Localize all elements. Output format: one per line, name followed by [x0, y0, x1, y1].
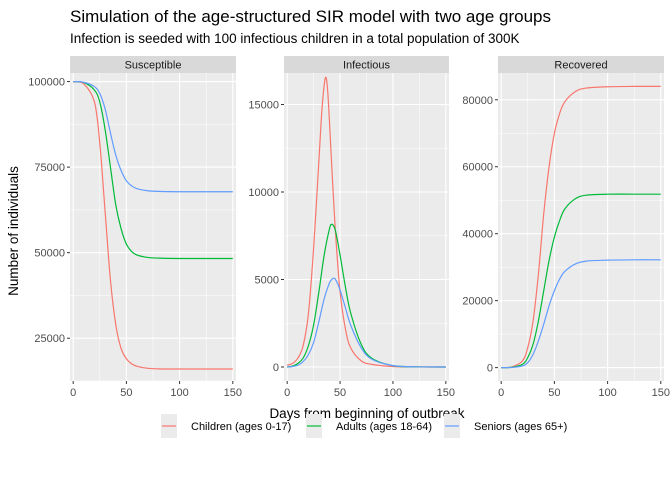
legend-item: Children (ages 0-17): [161, 414, 291, 438]
series-line-seniors: [287, 277, 446, 368]
x-tick-label: 150: [224, 387, 242, 399]
x-tick-label: 150: [652, 387, 670, 399]
panel-infectious: Infectious 0 5000 10000 15000 0 50 100 150: [248, 56, 455, 399]
y-tick-label: 0: [487, 363, 493, 375]
y-tick-label: 5000: [255, 275, 279, 287]
x-tick-label: 50: [548, 387, 560, 399]
legend-item: Adults (ages 18-64): [306, 414, 432, 438]
y-tick-label: 100000: [28, 77, 65, 89]
facet-strip: [70, 56, 236, 73]
y-tick-label: 25000: [34, 333, 65, 345]
series-line-seniors: [73, 80, 233, 193]
legend-label: Children (ages 0-17): [191, 421, 291, 433]
x-axis-title: Days from beginning of outbreak: [269, 406, 464, 421]
x-tick-label: 0: [284, 387, 290, 399]
x-tick-label: 100: [384, 387, 402, 399]
series-line-adults: [501, 193, 661, 369]
series-line-adults: [73, 80, 233, 260]
y-tick-label: 10000: [248, 187, 279, 199]
x-tick-label: 50: [120, 387, 132, 399]
y-tick-label: 20000: [462, 296, 493, 308]
series-line-seniors: [501, 259, 661, 369]
y-axis-title: Number of individuals: [6, 166, 21, 296]
legend-label: Seniors (ages 65+): [474, 421, 567, 433]
legend: Children (ages 0-17) Adults (ages 18-64) S…: [161, 414, 567, 438]
series-line-adults: [287, 223, 446, 368]
y-tick-label: 15000: [248, 100, 279, 112]
x-tick-label: 150: [437, 387, 455, 399]
facet-strip-label: Infectious: [343, 60, 391, 72]
y-tick-label: 75000: [34, 162, 65, 174]
facet-strip: [498, 56, 664, 73]
x-tick-label: 100: [170, 387, 188, 399]
y-tick-label: 0: [273, 362, 279, 374]
x-tick-label: 50: [334, 387, 346, 399]
legend-item: Seniors (ages 65+): [444, 414, 567, 438]
facet-strip-label: Recovered: [554, 60, 607, 72]
series-line-children: [286, 76, 446, 368]
x-tick-label: 100: [598, 387, 616, 399]
facet-strip-label: Susceptible: [125, 60, 182, 72]
y-tick-label: 50000: [34, 248, 65, 260]
chart-title: Simulation of the age-structured SIR mod…: [70, 7, 551, 26]
panel-recovered: Recovered 0 20000 40000 60000 80000 0 50 100 150: [462, 56, 670, 399]
x-tick-label: 0: [70, 387, 76, 399]
legend-label: Adults (ages 18-64): [336, 421, 432, 433]
chart-subtitle: Infection is seeded with 100 infectious …: [70, 31, 520, 46]
y-tick-label: 80000: [462, 95, 493, 107]
y-tick-label: 40000: [462, 229, 493, 241]
series-line-children: [501, 85, 661, 369]
x-tick-label: 0: [498, 387, 504, 399]
panel-susceptible: Susceptible 25000 50000 75000 100000 0 50 100 15…: [28, 56, 242, 399]
series-line-children: [73, 81, 233, 370]
facet-strip: [284, 56, 449, 73]
y-tick-label: 60000: [462, 162, 493, 174]
